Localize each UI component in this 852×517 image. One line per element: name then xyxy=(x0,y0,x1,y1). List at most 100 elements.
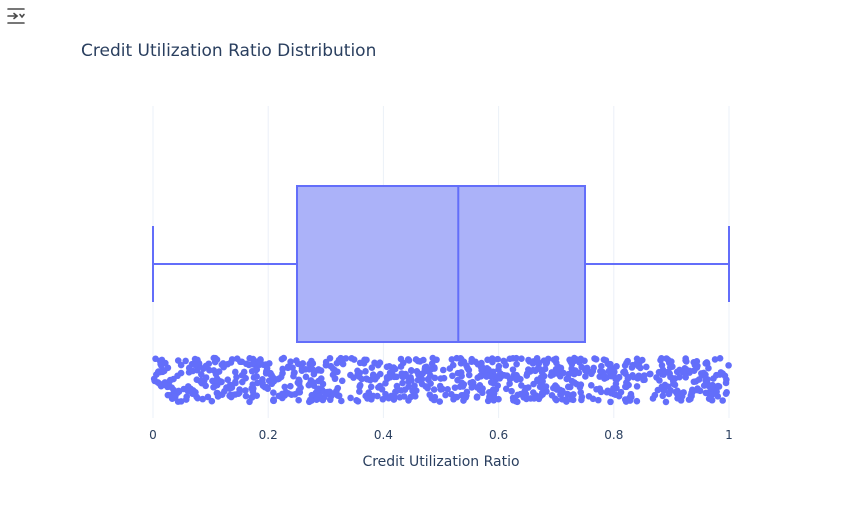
data-point xyxy=(495,362,503,370)
data-point xyxy=(407,367,415,374)
data-point xyxy=(368,364,376,371)
data-point xyxy=(350,356,358,363)
data-point xyxy=(502,385,510,393)
data-point xyxy=(191,355,199,363)
data-point xyxy=(456,383,464,391)
data-point xyxy=(379,395,387,403)
data-point xyxy=(398,370,406,377)
data-point xyxy=(158,362,165,370)
data-point xyxy=(623,359,630,367)
data-point xyxy=(439,366,447,374)
data-point xyxy=(564,383,572,391)
data-point xyxy=(151,377,158,385)
data-point xyxy=(160,367,168,375)
data-point xyxy=(649,395,657,402)
data-point xyxy=(613,376,621,383)
data-point xyxy=(485,366,492,373)
data-point xyxy=(158,356,166,364)
data-point xyxy=(156,380,164,388)
data-point xyxy=(497,370,504,377)
data-point xyxy=(588,370,595,378)
data-point xyxy=(567,369,575,377)
data-point xyxy=(634,375,641,382)
data-point xyxy=(594,396,602,404)
data-point xyxy=(204,393,212,401)
data-point xyxy=(284,364,292,372)
data-point xyxy=(202,382,209,390)
data-point xyxy=(553,396,560,404)
data-point xyxy=(342,355,350,362)
data-point xyxy=(664,383,672,390)
data-point xyxy=(399,379,406,387)
data-point xyxy=(355,373,363,380)
data-point xyxy=(476,372,484,380)
data-point xyxy=(465,366,473,374)
data-point xyxy=(660,387,668,394)
data-point xyxy=(451,384,459,391)
data-point xyxy=(680,368,688,375)
data-point xyxy=(722,390,730,397)
data-point xyxy=(297,384,304,392)
data-point xyxy=(333,387,340,395)
data-point xyxy=(339,360,347,368)
data-point xyxy=(640,372,648,379)
data-point xyxy=(693,358,701,365)
data-point xyxy=(633,397,641,405)
data-point xyxy=(725,362,732,369)
data-point xyxy=(613,363,620,370)
data-point xyxy=(597,367,604,375)
data-point xyxy=(600,356,608,363)
data-point xyxy=(295,396,302,404)
data-point xyxy=(172,393,179,400)
data-point xyxy=(246,398,253,406)
data-point xyxy=(607,389,615,397)
data-point xyxy=(617,388,625,396)
data-point xyxy=(568,395,575,403)
data-point xyxy=(628,364,636,371)
data-point xyxy=(510,397,517,404)
data-point xyxy=(295,376,303,384)
data-point xyxy=(270,389,277,396)
data-point xyxy=(512,375,520,382)
data-point xyxy=(270,396,277,403)
data-point xyxy=(587,382,595,389)
data-point xyxy=(449,372,456,380)
data-point xyxy=(626,397,634,404)
data-point xyxy=(269,374,277,381)
data-point xyxy=(167,376,174,384)
data-point xyxy=(669,375,676,382)
data-point xyxy=(623,383,630,391)
x-tick-label: 0.2 xyxy=(259,428,278,442)
data-point xyxy=(324,388,331,396)
chart-title: Credit Utilization Ratio Distribution xyxy=(81,41,376,61)
data-point xyxy=(242,387,249,394)
data-point xyxy=(418,380,426,388)
data-point xyxy=(350,374,357,381)
data-point xyxy=(577,355,585,363)
data-point xyxy=(506,355,514,363)
data-point xyxy=(538,389,546,397)
data-point xyxy=(356,381,364,389)
data-point xyxy=(281,383,289,391)
data-point xyxy=(259,375,266,383)
data-point xyxy=(299,360,307,367)
data-point xyxy=(210,354,218,362)
data-point xyxy=(256,359,264,367)
data-point xyxy=(550,356,558,364)
data-point xyxy=(414,357,422,365)
data-point xyxy=(638,356,646,364)
data-point xyxy=(494,355,501,363)
data-point xyxy=(191,361,199,369)
menu-toggle-icon[interactable] xyxy=(5,5,27,27)
data-point xyxy=(634,362,642,370)
data-point xyxy=(442,391,449,399)
data-point xyxy=(658,355,665,362)
data-point xyxy=(454,369,462,377)
data-point xyxy=(414,376,422,384)
data-point xyxy=(405,383,413,390)
data-point xyxy=(698,370,705,377)
data-point xyxy=(605,367,613,375)
data-point xyxy=(430,386,438,393)
data-point xyxy=(193,376,201,383)
